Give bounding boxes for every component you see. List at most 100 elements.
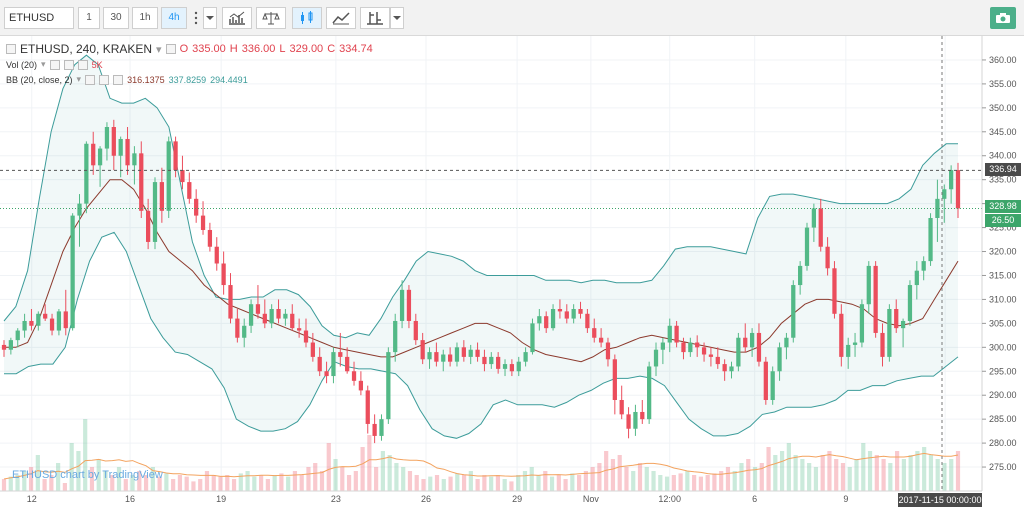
- collapse-icon[interactable]: [6, 44, 16, 54]
- interval-1-button[interactable]: 1: [78, 7, 100, 29]
- eye-icon[interactable]: [85, 74, 96, 85]
- price-tick-label: 305.00: [989, 318, 1017, 328]
- volume-bar: [421, 479, 426, 491]
- volume-bar: [286, 476, 291, 491]
- candle-body: [91, 143, 96, 166]
- candle-body: [715, 356, 720, 365]
- more-vertical-icon[interactable]: [190, 7, 202, 29]
- candle-body: [194, 198, 199, 216]
- volume-bar: [847, 467, 852, 491]
- candle-body: [770, 371, 775, 400]
- volume-bar: [137, 471, 142, 491]
- interval-4h-button[interactable]: 4h: [161, 7, 187, 29]
- candle-body: [681, 342, 686, 353]
- volume-bar: [116, 467, 122, 491]
- volume-bar: [800, 459, 805, 491]
- bb-lower-value: 294.4491: [210, 74, 248, 85]
- camera-icon[interactable]: [990, 7, 1016, 29]
- close-icon[interactable]: [113, 74, 124, 85]
- volume-bar: [901, 459, 906, 491]
- candle-body: [496, 356, 501, 369]
- indicators-icon[interactable]: [292, 7, 322, 29]
- volume-bar: [489, 476, 494, 491]
- volume-bar: [15, 475, 20, 491]
- volume-bar: [908, 455, 913, 491]
- volume-bar: [495, 475, 501, 491]
- interval-1h-button[interactable]: 1h: [132, 7, 158, 29]
- price-chart[interactable]: 275.00 280.00 285.00 290.00 295.00 300.00 305.…: [0, 36, 1024, 510]
- candle-body: [393, 320, 398, 353]
- candle-body: [427, 352, 432, 360]
- volume-bar: [725, 467, 731, 491]
- bollinger-band-fill: [4, 55, 958, 439]
- volume-bar: [779, 451, 785, 491]
- volume-bar: [326, 443, 331, 491]
- volume-bar: [401, 467, 406, 491]
- candle-body: [386, 352, 391, 420]
- interval-30-button[interactable]: 30: [103, 7, 129, 29]
- volume-bar: [279, 473, 284, 491]
- low-label: L: [279, 43, 286, 55]
- volume-bar: [259, 475, 264, 491]
- candle-body: [859, 304, 865, 343]
- close-icon[interactable]: [77, 59, 88, 70]
- settings-icon[interactable]: [63, 59, 74, 70]
- candle-body: [351, 371, 357, 381]
- candle-body: [605, 342, 611, 360]
- candle-body: [509, 364, 515, 372]
- bar-chart-icon[interactable]: [222, 7, 252, 29]
- volume-value: 5K: [91, 59, 103, 70]
- volume-bar: [644, 467, 649, 491]
- price-tick-label: 345.00: [989, 127, 1017, 137]
- candle-body: [571, 309, 576, 319]
- volume-bar: [928, 455, 934, 491]
- candle-body: [544, 316, 549, 329]
- settings-icon[interactable]: [99, 74, 110, 85]
- candle-body: [345, 356, 350, 372]
- candle-body: [537, 316, 542, 324]
- chevron-down-icon[interactable]: ▾: [41, 59, 46, 69]
- time-tick-label: 6: [752, 494, 757, 504]
- candle-body: [708, 354, 714, 357]
- volume-bar: [1, 479, 7, 491]
- volume-bar: [374, 467, 379, 491]
- volume-bar: [28, 467, 34, 491]
- chevron-down-icon[interactable]: ▾: [156, 43, 162, 56]
- chevron-down-icon[interactable]: ▾: [76, 74, 82, 84]
- compare-icon[interactable]: [256, 7, 286, 29]
- volume-bar: [854, 459, 859, 491]
- volume-bar: [319, 471, 325, 491]
- candle-body: [598, 337, 604, 343]
- settings-icon[interactable]: [165, 44, 176, 54]
- time-tick-label: 26: [421, 494, 431, 504]
- volume-bar: [543, 471, 548, 491]
- eye-icon[interactable]: [49, 59, 60, 70]
- dropdown-icon[interactable]: [390, 7, 404, 29]
- candle-body: [564, 311, 569, 319]
- candle-body: [406, 289, 412, 321]
- candle-body: [276, 309, 281, 319]
- dropdown-icon[interactable]: [203, 7, 217, 29]
- candle-body: [475, 349, 480, 357]
- volume-bar: [840, 463, 846, 491]
- candle-body: [290, 313, 295, 329]
- symbol-search-input[interactable]: [4, 7, 74, 29]
- volume-bar: [157, 476, 162, 491]
- candle-body: [722, 364, 727, 372]
- candle-body: [756, 332, 762, 362]
- volume-bar: [577, 475, 582, 491]
- line-chart-icon[interactable]: [326, 7, 356, 29]
- candle-body: [338, 352, 343, 357]
- candle-body: [146, 210, 151, 242]
- tradingview-watermark[interactable]: ETHUSD chart by TradingView: [12, 469, 163, 481]
- volume-bar: [130, 475, 135, 491]
- candle-body: [207, 229, 213, 247]
- drawing-icon[interactable]: [360, 7, 390, 29]
- volume-bar: [793, 455, 798, 491]
- volume-bar: [455, 473, 460, 491]
- volume-bar: [191, 481, 196, 491]
- candle-body: [701, 347, 707, 355]
- volume-bar: [414, 475, 419, 491]
- volume-bar: [62, 483, 67, 491]
